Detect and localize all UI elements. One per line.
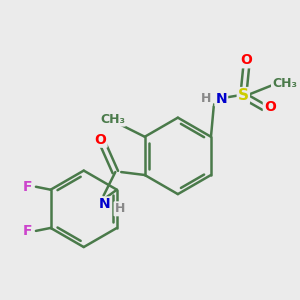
Text: CH₃: CH₃ bbox=[100, 112, 125, 126]
Text: H: H bbox=[115, 202, 125, 215]
Text: F: F bbox=[22, 180, 32, 194]
Text: S: S bbox=[238, 88, 249, 103]
Text: O: O bbox=[264, 100, 276, 114]
Text: O: O bbox=[240, 53, 252, 67]
Text: N: N bbox=[215, 92, 227, 106]
Text: H: H bbox=[201, 92, 212, 105]
Text: N: N bbox=[99, 197, 111, 212]
Text: CH₃: CH₃ bbox=[272, 77, 297, 90]
Text: F: F bbox=[22, 224, 32, 238]
Text: O: O bbox=[95, 133, 106, 147]
